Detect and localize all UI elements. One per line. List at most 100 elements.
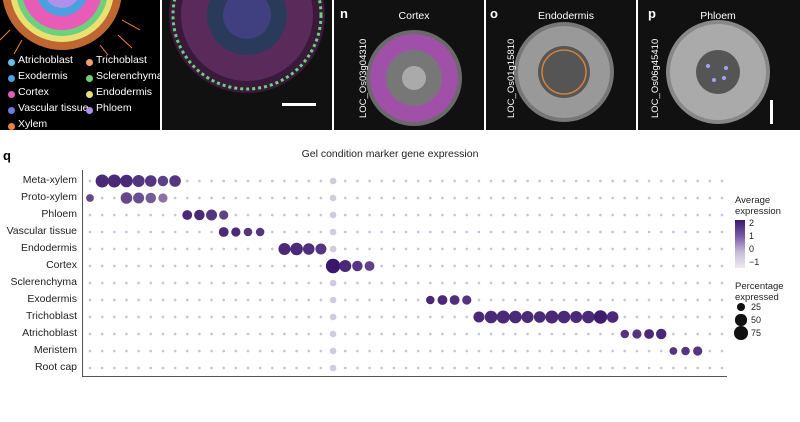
legend-label: Phloem xyxy=(96,102,132,114)
expression-dot xyxy=(489,179,493,183)
expression-dot xyxy=(720,366,724,370)
expression-dot xyxy=(380,298,384,302)
expression-dot xyxy=(623,179,627,183)
expression-dot xyxy=(100,213,104,217)
expression-dot xyxy=(550,332,554,336)
expression-dot xyxy=(234,366,238,370)
expression-dot xyxy=(356,315,359,319)
expression-dot xyxy=(611,179,614,183)
expression-dot xyxy=(416,298,420,302)
expression-dot xyxy=(428,349,432,353)
expression-dot xyxy=(684,213,687,217)
expression-dot xyxy=(496,310,510,324)
expression-dot xyxy=(368,298,371,302)
expression-dot xyxy=(132,174,145,188)
expression-dot xyxy=(112,298,116,302)
expression-dot xyxy=(392,230,396,234)
expression-dot xyxy=(562,366,566,370)
expression-dot xyxy=(112,281,116,285)
expression-dot xyxy=(611,264,614,268)
expression-dot xyxy=(258,264,262,268)
expression-dot xyxy=(161,230,165,234)
expression-dot xyxy=(538,264,542,268)
expression-dot xyxy=(295,230,298,234)
expression-dot xyxy=(295,264,298,268)
expression-dot xyxy=(234,264,238,268)
expression-dot xyxy=(538,332,542,336)
expression-dot xyxy=(380,179,384,183)
expression-dot xyxy=(465,315,469,319)
expression-dot xyxy=(319,298,323,302)
expression-dot xyxy=(307,230,311,234)
expression-dot xyxy=(380,230,384,234)
expression-dot xyxy=(720,196,724,200)
expression-dot xyxy=(218,227,229,237)
tissue-legend-panel: Atrichoblast Trichoblast Exodermis Sclerenc… xyxy=(0,0,163,130)
expression-dot xyxy=(599,196,602,200)
expression-dot xyxy=(696,213,700,217)
row-label: Meta-xylem xyxy=(22,174,77,186)
expression-dot xyxy=(231,227,241,237)
expression-dot xyxy=(329,364,337,372)
expression-dot xyxy=(100,349,104,353)
expression-dot xyxy=(319,281,323,285)
expression-dot xyxy=(380,315,384,319)
expression-dot xyxy=(88,315,92,319)
expression-dot xyxy=(672,230,675,234)
expression-dot xyxy=(173,298,177,302)
expression-dot xyxy=(112,315,116,319)
expression-dot xyxy=(684,196,687,200)
legend-swatch xyxy=(8,91,15,98)
expression-dot xyxy=(586,196,590,200)
expression-dot xyxy=(696,281,700,285)
expression-dot xyxy=(329,279,337,287)
expression-dot xyxy=(283,213,286,217)
expression-dot xyxy=(222,179,226,183)
expression-dot xyxy=(550,349,554,353)
expression-dot xyxy=(562,264,566,268)
row-label: Sclerenchyma xyxy=(10,276,77,288)
expression-dot xyxy=(222,196,226,200)
expression-dot xyxy=(210,196,213,200)
expression-dot xyxy=(477,230,481,234)
expression-dot xyxy=(599,349,602,353)
expression-dot xyxy=(364,261,375,271)
expression-dot xyxy=(514,196,517,200)
expression-dot xyxy=(465,230,469,234)
expression-dot xyxy=(404,332,408,336)
expression-dot xyxy=(270,332,274,336)
expression-dot xyxy=(270,196,274,200)
expression-dot xyxy=(137,315,140,319)
expression-dot xyxy=(161,332,165,336)
legend-swatch xyxy=(86,59,93,66)
chart-title: Gel condition marker gene expression xyxy=(301,148,479,160)
legend-swatch xyxy=(8,123,15,130)
expression-dot xyxy=(659,315,663,319)
expression-dot xyxy=(623,366,627,370)
expression-dot xyxy=(295,213,298,217)
expression-dot xyxy=(672,179,675,183)
expression-dot xyxy=(307,213,311,217)
expression-dot xyxy=(501,332,505,336)
expression-dot xyxy=(246,332,250,336)
expression-dot xyxy=(258,298,262,302)
expression-dot xyxy=(404,281,408,285)
expression-dot xyxy=(246,349,250,353)
expression-dot xyxy=(428,196,432,200)
expression-dot xyxy=(449,295,460,305)
expression-dot xyxy=(198,230,201,234)
expression-dot xyxy=(672,196,675,200)
expression-dot xyxy=(574,366,578,370)
expression-dot xyxy=(234,196,238,200)
expression-dot xyxy=(708,247,712,251)
expression-dot xyxy=(672,366,675,370)
expression-dot xyxy=(392,332,396,336)
panel-n-cortex: n Cortex LOC_Os03g04310 xyxy=(334,0,484,130)
expression-dot xyxy=(441,196,444,200)
expression-dot xyxy=(477,332,481,336)
expression-dot xyxy=(88,230,92,234)
expression-dot xyxy=(693,346,703,356)
expression-dot xyxy=(477,247,481,251)
expression-dot xyxy=(198,298,201,302)
